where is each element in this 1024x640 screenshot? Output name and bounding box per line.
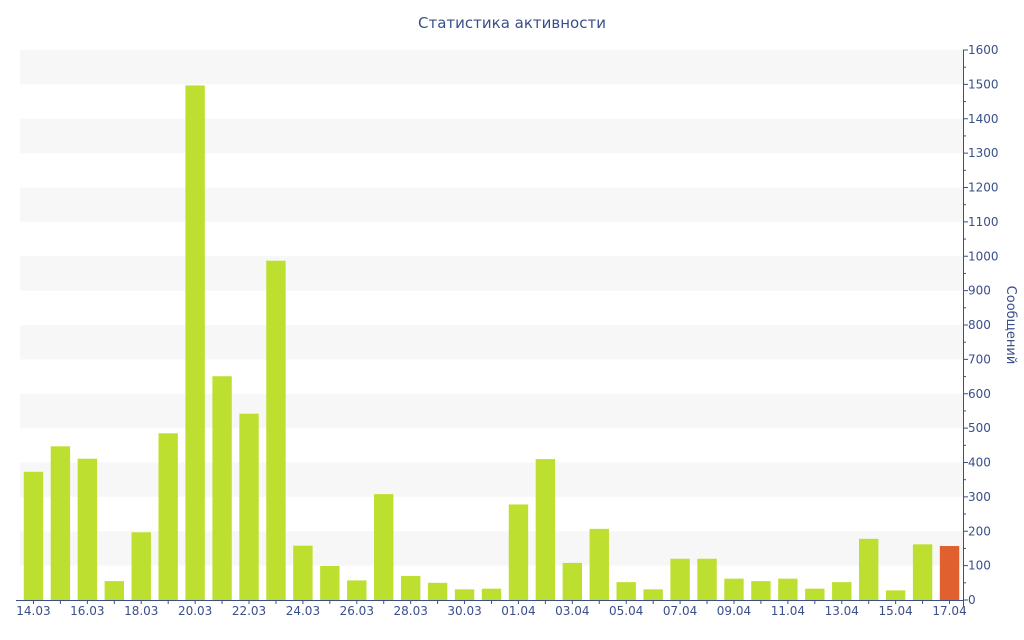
- x-tick-label: 24.03: [286, 604, 320, 618]
- bar-26.03: [347, 580, 367, 600]
- bar-29.03: [427, 582, 448, 600]
- bar-14.04: [859, 538, 879, 600]
- bar-30.03: [454, 589, 475, 600]
- bar-01.04: [508, 504, 529, 600]
- bar-19.03: [158, 433, 178, 600]
- bar-23.03: [266, 260, 286, 600]
- x-tick-label: 28.03: [393, 604, 427, 618]
- x-tick-label: 14.03: [16, 604, 50, 618]
- bar-22.03: [239, 413, 259, 600]
- y-tick-label: 1000: [968, 249, 999, 263]
- grid-band: [20, 187, 963, 222]
- y-tick-label: 400: [968, 456, 991, 470]
- y-tick-label: 1300: [968, 146, 999, 160]
- bar-24.03: [293, 545, 313, 600]
- bar-28.03: [400, 575, 421, 600]
- bar-13.04: [832, 582, 852, 600]
- bar-15.04: [885, 590, 906, 600]
- x-tick-label: 15.04: [878, 604, 912, 618]
- bar-16.03: [77, 458, 98, 600]
- grid-band: [20, 256, 963, 291]
- y-tick-label: 100: [968, 559, 991, 573]
- bar-21.03: [212, 376, 232, 600]
- x-tick-label: 07.04: [663, 604, 697, 618]
- y-tick-label: 300: [968, 490, 991, 504]
- bar-14.03: [23, 471, 44, 600]
- bar-20.03: [185, 85, 205, 600]
- y-tick-label: 500: [968, 421, 991, 435]
- x-tick-label: 11.04: [771, 604, 805, 618]
- y-tick-label: 1400: [968, 112, 999, 126]
- y-tick-label: 0: [968, 593, 976, 607]
- x-tick-label: 22.03: [232, 604, 266, 618]
- y-axis-label: Сообщений: [1003, 286, 1018, 365]
- y-tick-label: 900: [968, 284, 991, 298]
- bar-12.04: [805, 588, 825, 600]
- grid-band: [20, 393, 963, 429]
- y-tick-label: 1500: [968, 77, 999, 91]
- y-tick-label: 1600: [968, 43, 999, 57]
- y-tick-label: 200: [968, 524, 991, 538]
- grid-band: [20, 325, 963, 360]
- chart-title: Статистика активности: [418, 14, 606, 32]
- x-tick-label: 30.03: [447, 604, 481, 618]
- y-tick-label: 600: [968, 387, 991, 401]
- bar-04.04: [589, 528, 609, 600]
- bar-05.04: [616, 582, 636, 600]
- x-tick-label: 01.04: [501, 604, 535, 618]
- y-tick-label: 1200: [968, 181, 999, 195]
- bar-17.03: [104, 581, 124, 600]
- x-tick-label: 16.03: [70, 604, 104, 618]
- x-tick-label: 18.03: [124, 604, 158, 618]
- x-tick-label: 13.04: [825, 604, 859, 618]
- x-tick-label: 17.04: [932, 604, 966, 618]
- bar-17.04: [939, 546, 960, 600]
- bar-27.03: [374, 494, 394, 600]
- bar-10.04: [751, 581, 771, 600]
- bar-02.04: [535, 459, 556, 600]
- bar-07.04: [670, 558, 690, 600]
- y-tick-label: 700: [968, 352, 991, 366]
- y-tick-label: 1100: [968, 215, 999, 229]
- bar-11.04: [778, 578, 798, 600]
- x-tick-label: 09.04: [717, 604, 751, 618]
- grid-band: [20, 50, 963, 85]
- bar-03.04: [562, 562, 583, 600]
- bar-18.03: [131, 532, 151, 600]
- x-tick-label: 03.04: [555, 604, 589, 618]
- bar-08.04: [697, 558, 717, 600]
- grid-band: [20, 118, 963, 154]
- bar-31.03: [481, 588, 502, 600]
- bar-25.03: [320, 565, 340, 600]
- x-tick-label: 26.03: [340, 604, 374, 618]
- bar-15.03: [50, 446, 71, 600]
- y-tick-label: 800: [968, 318, 991, 332]
- x-tick-label: 20.03: [178, 604, 212, 618]
- bar-06.04: [643, 589, 663, 600]
- x-tick-label: 05.04: [609, 604, 643, 618]
- bar-16.04: [912, 544, 933, 600]
- bar-09.04: [724, 578, 744, 600]
